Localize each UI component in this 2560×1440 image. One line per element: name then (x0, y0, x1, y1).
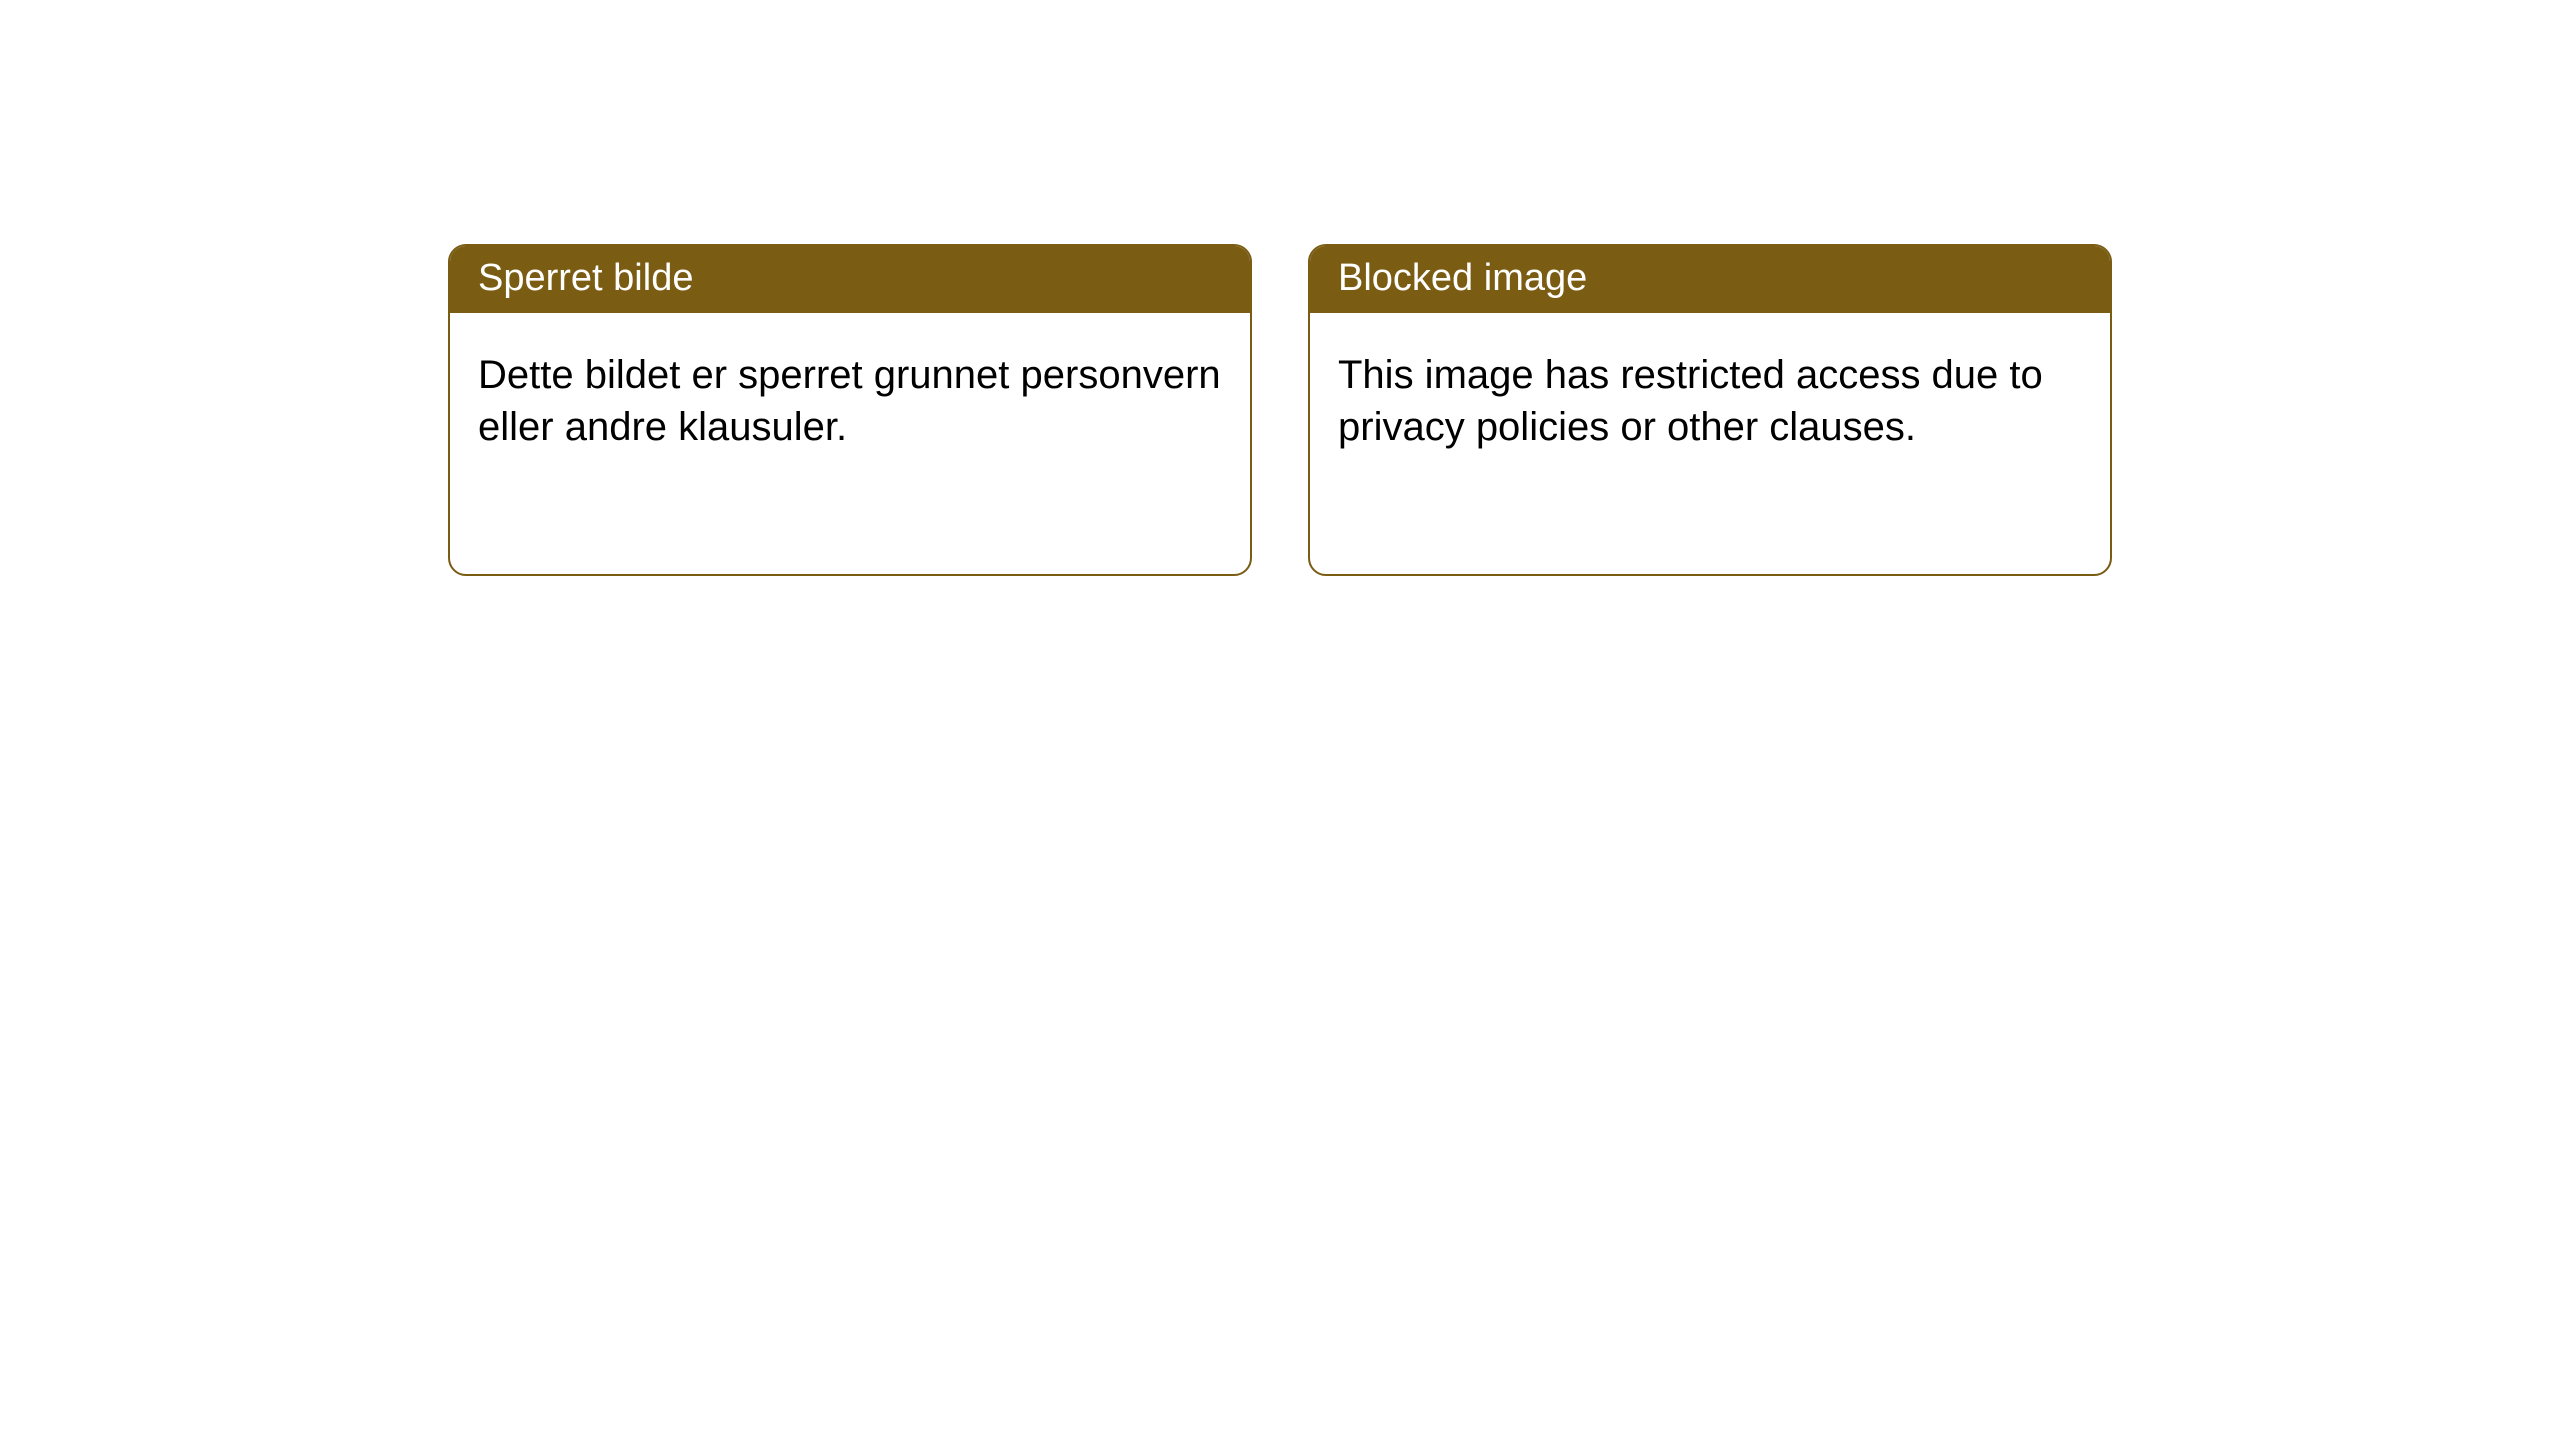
notice-card-en: Blocked image This image has restricted … (1308, 244, 2112, 576)
notice-body-text-en: This image has restricted access due to … (1338, 353, 2043, 449)
notice-header-no: Sperret bilde (450, 246, 1250, 313)
notice-title-en: Blocked image (1338, 257, 1587, 299)
notice-container: Sperret bilde Dette bildet er sperret gr… (0, 0, 2560, 576)
notice-body-text-no: Dette bildet er sperret grunnet personve… (478, 353, 1221, 449)
notice-header-en: Blocked image (1310, 246, 2110, 313)
notice-card-no: Sperret bilde Dette bildet er sperret gr… (448, 244, 1252, 576)
notice-body-en: This image has restricted access due to … (1310, 313, 2110, 481)
notice-body-no: Dette bildet er sperret grunnet personve… (450, 313, 1250, 481)
notice-title-no: Sperret bilde (478, 257, 693, 299)
